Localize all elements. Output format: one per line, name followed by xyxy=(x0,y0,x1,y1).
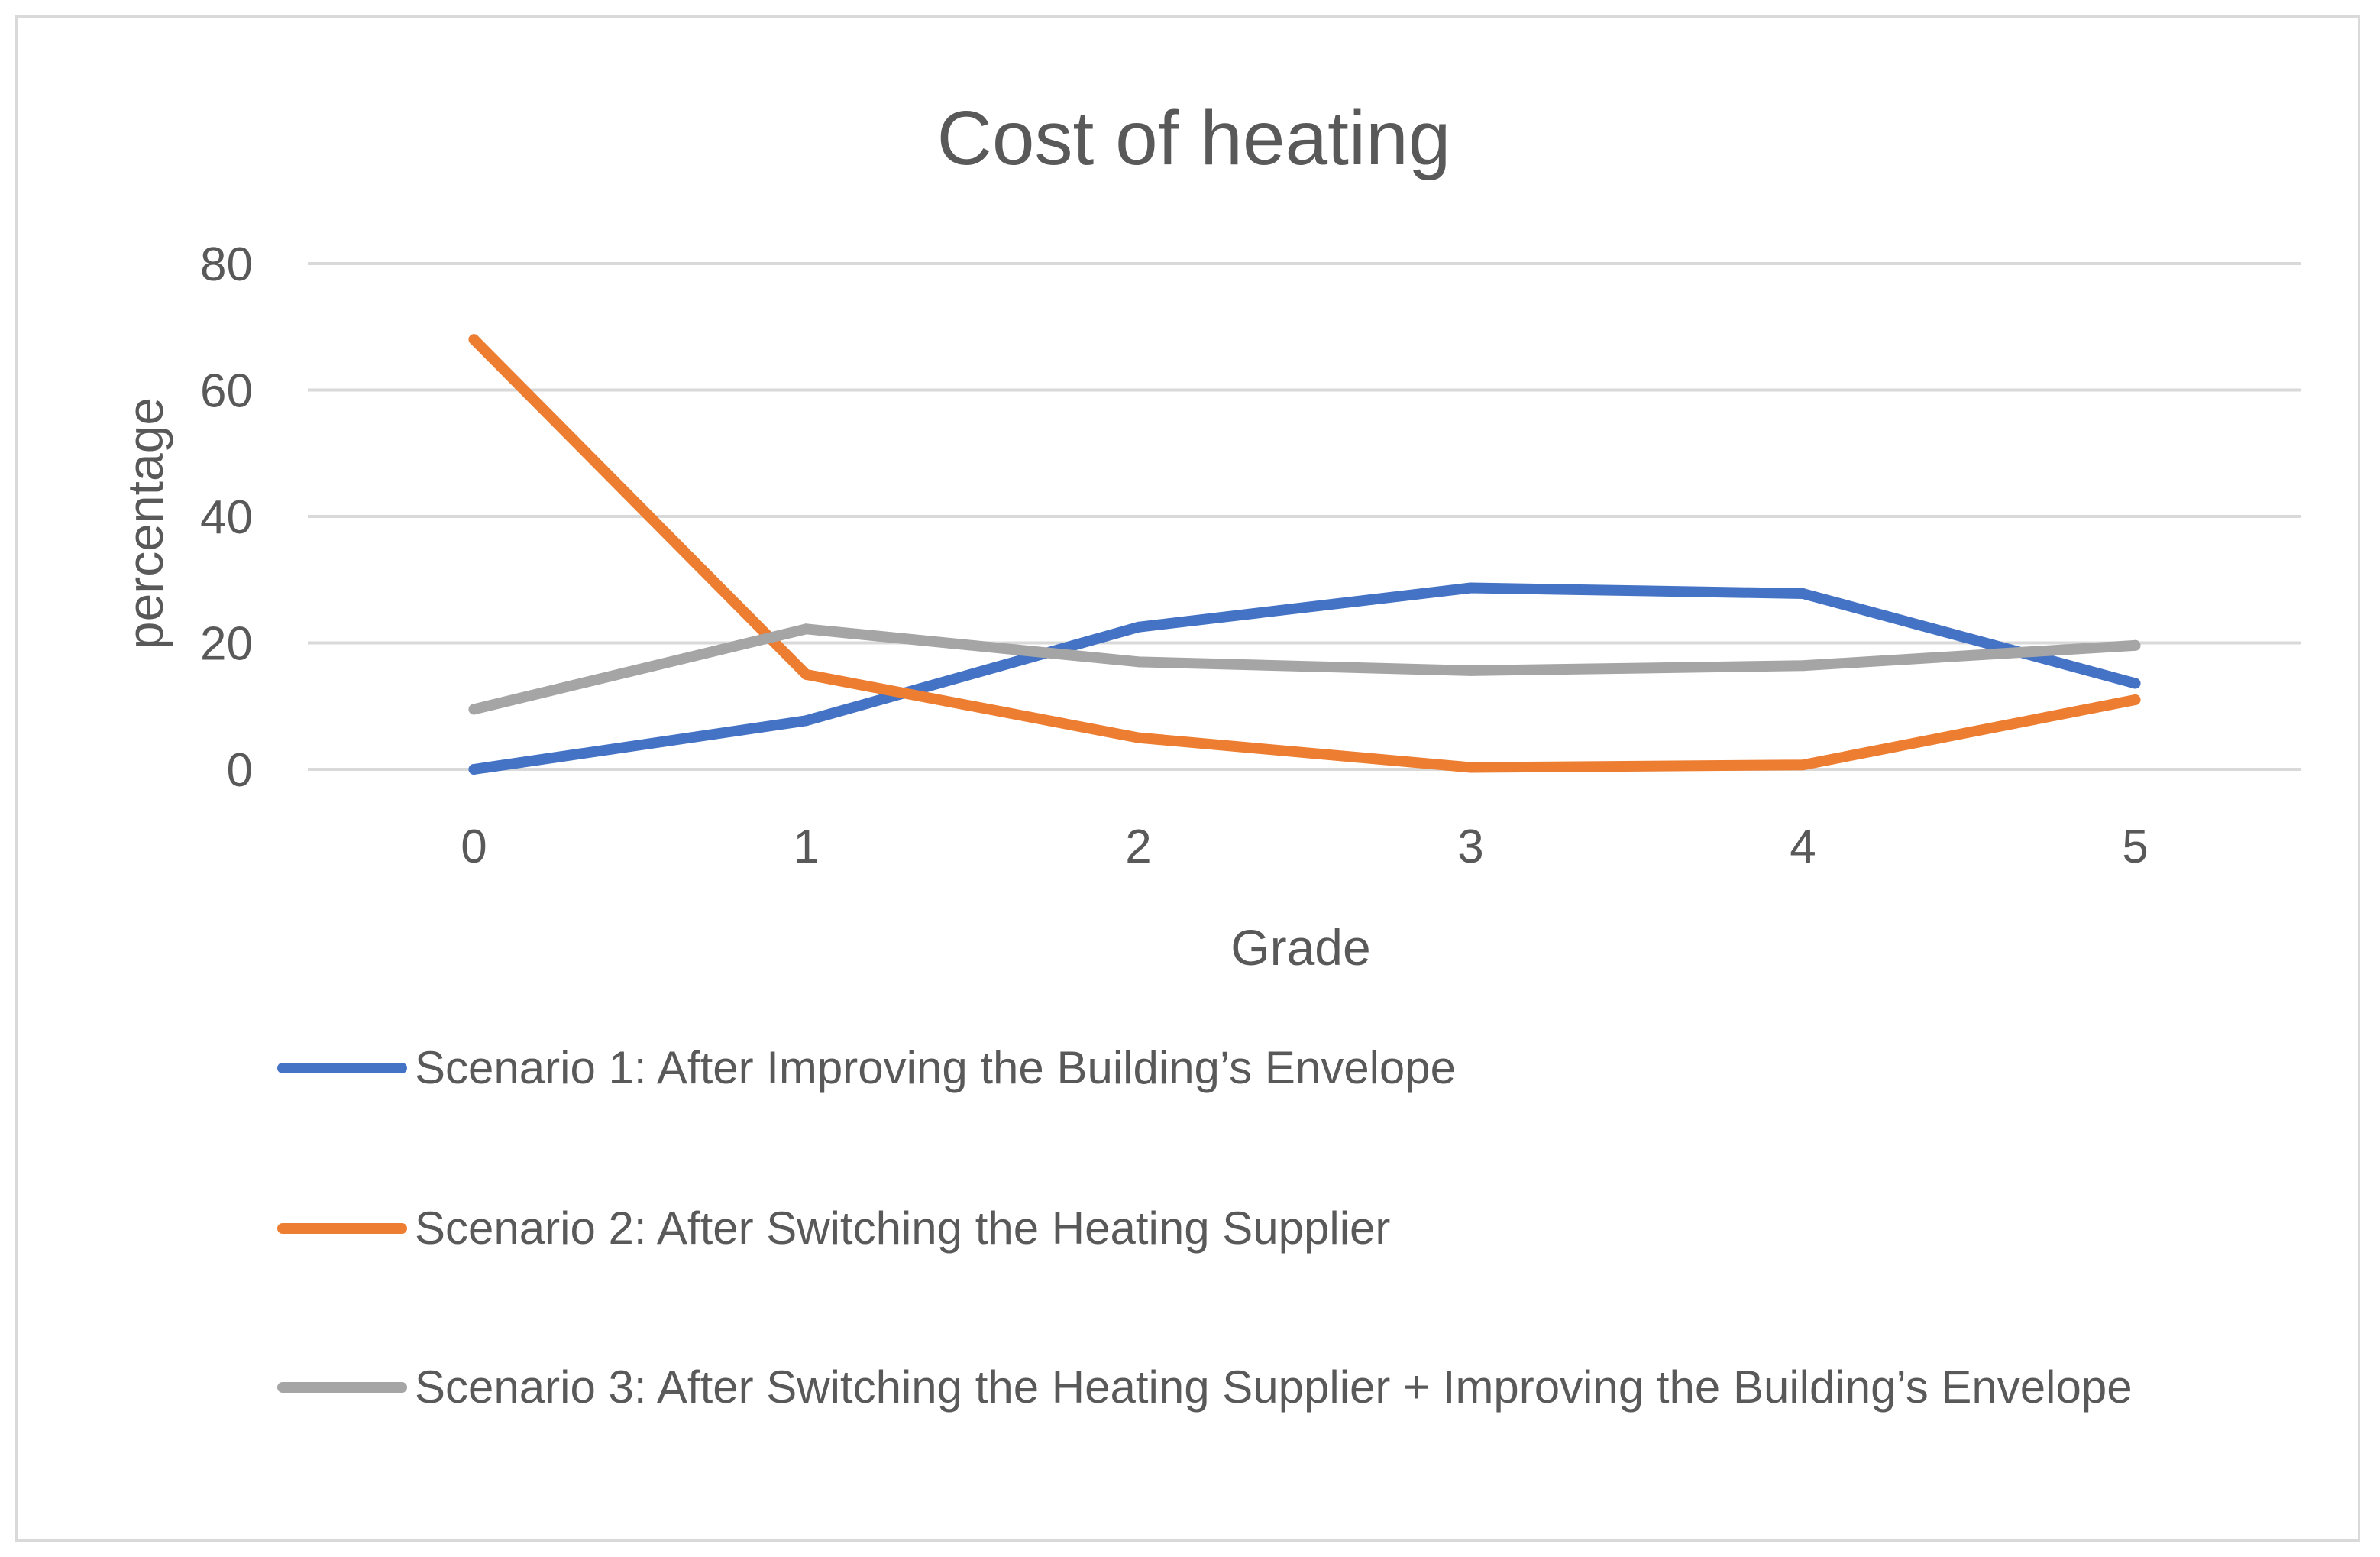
legend-label-scenario-3: Scenario 3: After Switching the Heating … xyxy=(415,1361,2133,1413)
x-tick-label: 2 xyxy=(1125,821,1151,873)
data-point-scenario-1 xyxy=(468,764,480,775)
legend-item-scenario-1: Scenario 1: After Improving the Building… xyxy=(277,1034,2202,1102)
x-tick-label: 3 xyxy=(1457,821,1483,873)
data-point-scenario-2 xyxy=(1133,732,1144,743)
legend-item-scenario-2: Scenario 2: After Switching the Heating … xyxy=(277,1194,2202,1263)
data-point-scenario-2 xyxy=(1797,759,1809,771)
data-point-scenario-1 xyxy=(1133,621,1144,633)
x-tick-label: 5 xyxy=(2122,821,2148,873)
series-scenario-2 xyxy=(468,334,2141,773)
data-point-scenario-3 xyxy=(1797,660,1809,672)
x-tick-label: 4 xyxy=(1790,821,1816,873)
series-line-scenario-3 xyxy=(468,623,2141,715)
y-tick-label: 60 xyxy=(200,365,253,418)
data-point-scenario-2 xyxy=(800,668,812,680)
data-point-scenario-3 xyxy=(1465,665,1476,676)
y-axis-ticks: 0 20 40 60 80 xyxy=(200,238,253,797)
data-point-scenario-2 xyxy=(468,334,480,345)
legend-swatch-scenario-1 xyxy=(277,1063,407,1073)
data-point-scenario-1 xyxy=(1797,588,1809,599)
series-line-scenario-2 xyxy=(468,334,2141,773)
data-point-scenario-3 xyxy=(1133,656,1144,668)
data-point-scenario-1 xyxy=(2129,678,2141,689)
y-tick-label: 20 xyxy=(200,618,253,671)
data-point-scenario-2 xyxy=(2129,694,2141,705)
gridlines xyxy=(308,262,2301,771)
series-scenario-3 xyxy=(468,623,2141,715)
chart-frame: Cost of heating 0 20 40 60 80 0 1 2 3 4 5 Grade p… xyxy=(15,15,2360,1542)
data-point-scenario-3 xyxy=(800,623,812,635)
series-line-scenario-1 xyxy=(468,582,2141,775)
legend-label-scenario-1: Scenario 1: After Improving the Building… xyxy=(415,1042,1457,1093)
chart-title: Cost of heating xyxy=(937,95,1451,181)
legend-label-scenario-2: Scenario 2: After Switching the Heating … xyxy=(415,1203,1391,1254)
legend-swatch-scenario-3 xyxy=(277,1382,407,1393)
x-axis-title: Grade xyxy=(1230,919,1370,976)
y-tick-label: 0 xyxy=(227,744,253,797)
legend-item-scenario-3: Scenario 3: After Switching the Heating … xyxy=(277,1353,2202,1422)
series-scenario-1 xyxy=(468,582,2141,775)
data-point-scenario-3 xyxy=(2129,639,2141,651)
data-point-scenario-3 xyxy=(468,704,480,715)
y-tick-label: 80 xyxy=(200,238,253,291)
y-tick-label: 40 xyxy=(200,491,253,544)
data-point-scenario-1 xyxy=(1465,582,1476,594)
x-tick-label: 1 xyxy=(793,821,819,873)
x-tick-label: 0 xyxy=(461,821,487,873)
series-lines xyxy=(468,334,2141,775)
data-point-scenario-2 xyxy=(1465,762,1476,773)
line-chart: Cost of heating 0 20 40 60 80 0 1 2 3 4 5 Grade p… xyxy=(117,95,2301,976)
x-axis-ticks: 0 1 2 3 4 5 xyxy=(461,821,2148,873)
legend-swatch-scenario-2 xyxy=(277,1223,407,1234)
y-axis-title: percentage xyxy=(117,397,173,649)
data-point-scenario-1 xyxy=(800,715,812,727)
